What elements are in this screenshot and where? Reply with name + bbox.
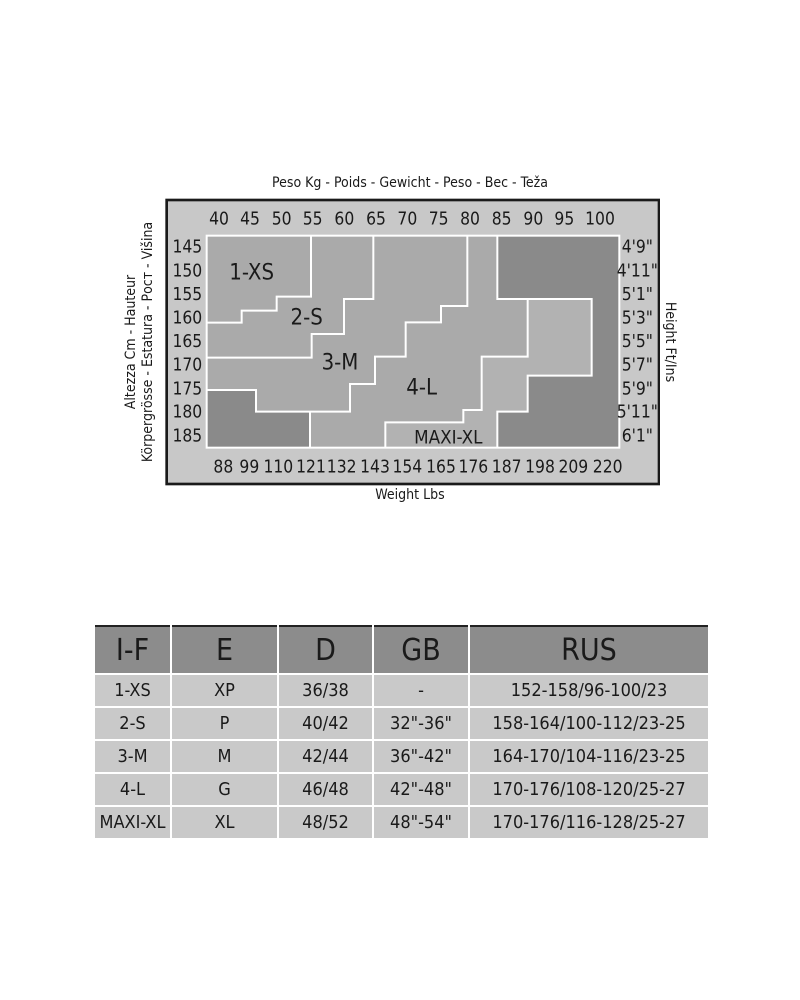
- table-cell: 158-164/100-112/23-25: [468, 706, 710, 741]
- lbs-tick-label: 121: [296, 457, 326, 477]
- table-cell: G: [170, 772, 279, 807]
- table-row: 2-S P 40/42 32"-36" 158-164/100-112/23-25: [93, 706, 710, 741]
- ft-tick-label: 6'1": [622, 427, 653, 447]
- table-header-row: I-F E D GB RUS: [93, 626, 710, 675]
- table-cell: XL: [170, 805, 279, 840]
- lbs-tick-label: 88: [213, 457, 233, 477]
- kg-tick-label: 55: [303, 209, 323, 229]
- cm-tick-label: 165: [172, 332, 202, 352]
- table-row: 3-M M 42/44 36"-42" 164-170/104-116/23-25: [93, 739, 710, 774]
- table-cell: MAXI-XL: [93, 805, 172, 840]
- weight-lbs-title: Weight Lbs: [375, 487, 445, 503]
- column-header-rus: RUS: [468, 626, 710, 675]
- table-cell: 152-158/96-100/23: [468, 673, 710, 708]
- lbs-tick-label: 209: [558, 457, 588, 477]
- kg-tick-label: 95: [554, 209, 574, 229]
- column-header-gb: GB: [372, 626, 470, 675]
- column-header-d: D: [277, 626, 374, 675]
- kg-tick-label: 50: [272, 209, 292, 229]
- lbs-tick-label: 143: [360, 457, 390, 477]
- height-cm-title-2: Körpergrösse - Estatura - Рост - Višina: [140, 221, 156, 463]
- kg-tick-label: 90: [523, 209, 543, 229]
- table-cell: 42/44: [277, 739, 374, 774]
- weight-kg-title: Peso Kg - Poids - Gewicht - Peso - Вес -…: [272, 175, 548, 191]
- kg-tick-label: 100: [585, 209, 615, 229]
- table-cell: XP: [170, 673, 279, 708]
- kg-tick-label: 75: [429, 209, 449, 229]
- lbs-tick-label: 99: [239, 457, 259, 477]
- height-ft-title: Height Ft/Ins: [662, 301, 678, 383]
- kg-tick-label: 70: [397, 209, 417, 229]
- lbs-tick-label: 165: [426, 457, 456, 477]
- height-cm-title-1: Altezza Cm - Hauteur: [123, 274, 139, 410]
- ft-tick-label: 5'3": [622, 308, 653, 328]
- table-cell: 32"-36": [372, 706, 470, 741]
- cm-tick-label: 145: [172, 238, 202, 258]
- size-label-maxi-xl: MAXI-XL: [414, 427, 483, 448]
- ft-tick-label: 5'9": [622, 379, 653, 399]
- table-cell: 170-176/108-120/25-27: [468, 772, 710, 807]
- lbs-tick-label: 132: [327, 457, 357, 477]
- kg-tick-label: 85: [492, 209, 512, 229]
- cm-tick-label: 160: [172, 308, 202, 328]
- kg-tick-label: 40: [209, 209, 229, 229]
- table-cell: 4-L: [93, 772, 172, 807]
- table-cell: 42"-48": [372, 772, 470, 807]
- lbs-tick-label: 176: [458, 457, 488, 477]
- column-header-e: E: [170, 626, 279, 675]
- lbs-tick-label: 187: [492, 457, 522, 477]
- table-cell: 40/42: [277, 706, 374, 741]
- cm-tick-label: 175: [172, 379, 202, 399]
- ft-tick-label: 4'9": [622, 238, 653, 258]
- lbs-tick-label: 110: [263, 457, 293, 477]
- lbs-tick-label: 220: [593, 457, 623, 477]
- size-label-1-xs: 1-XS: [229, 260, 274, 285]
- table-cell: 36/38: [277, 673, 374, 708]
- table-cell: M: [170, 739, 279, 774]
- region-out-of-range-bottom-left: [206, 390, 310, 448]
- size-chart-grid: 40 45 50 55 60 65 70 75 80 85 90 95 100 88 99 110 121 13…: [165, 198, 660, 486]
- column-header-i-f: I-F: [93, 626, 172, 675]
- ft-tick-label: 4'11": [617, 262, 658, 282]
- kg-tick-label: 80: [460, 209, 480, 229]
- table-row: MAXI-XL XL 48/52 48"-54" 170-176/116-128/25-…: [93, 805, 710, 840]
- table-cell: 46/48: [277, 772, 374, 807]
- size-conversion-table: I-F E D GB RUS 1-XS XP 36/38-152-158/96-100/23…: [93, 625, 710, 840]
- kg-tick-label: 60: [334, 209, 354, 229]
- size-label-2-s: 2-S: [291, 305, 323, 330]
- table-cell: P: [170, 706, 279, 741]
- table-cell: 170-176/116-128/25-27: [468, 805, 710, 840]
- table-cell: 1-XS: [93, 673, 172, 708]
- size-label-4-l: 4-L: [406, 375, 437, 400]
- ft-tick-label: 5'1": [622, 285, 653, 305]
- table-cell: 164-170/104-116/23-25: [468, 739, 710, 774]
- ft-tick-label: 5'7": [622, 355, 653, 375]
- table-cell: 3-M: [93, 739, 172, 774]
- cm-tick-label: 170: [172, 355, 202, 375]
- table-row: 4-L G 46/48 42"-48" 170-176/108-120/25-27: [93, 772, 710, 807]
- size-label-3-m: 3-M: [322, 350, 359, 375]
- ft-tick-label: 5'11": [617, 403, 658, 423]
- kg-tick-label: 65: [366, 209, 386, 229]
- cm-tick-label: 185: [172, 427, 202, 447]
- table-row: 1-XS XP 36/38-152-158/96-100/23: [93, 673, 710, 708]
- lbs-tick-label: 154: [392, 457, 422, 477]
- table-cell: 2-S: [93, 706, 172, 741]
- table-cell: -: [372, 673, 470, 708]
- ft-tick-label: 5'5": [622, 332, 653, 352]
- size-boundaries: [205, 234, 621, 449]
- table-cell: 48"-54": [372, 805, 470, 840]
- region-maxi-xl: [385, 299, 592, 448]
- kg-tick-label: 45: [240, 209, 260, 229]
- cm-tick-label: 155: [172, 285, 202, 305]
- table-cell: 48/52: [277, 805, 374, 840]
- lbs-tick-label: 198: [525, 457, 555, 477]
- cm-tick-label: 180: [172, 403, 202, 423]
- table-cell: 36"-42": [372, 739, 470, 774]
- cm-tick-label: 150: [172, 262, 202, 282]
